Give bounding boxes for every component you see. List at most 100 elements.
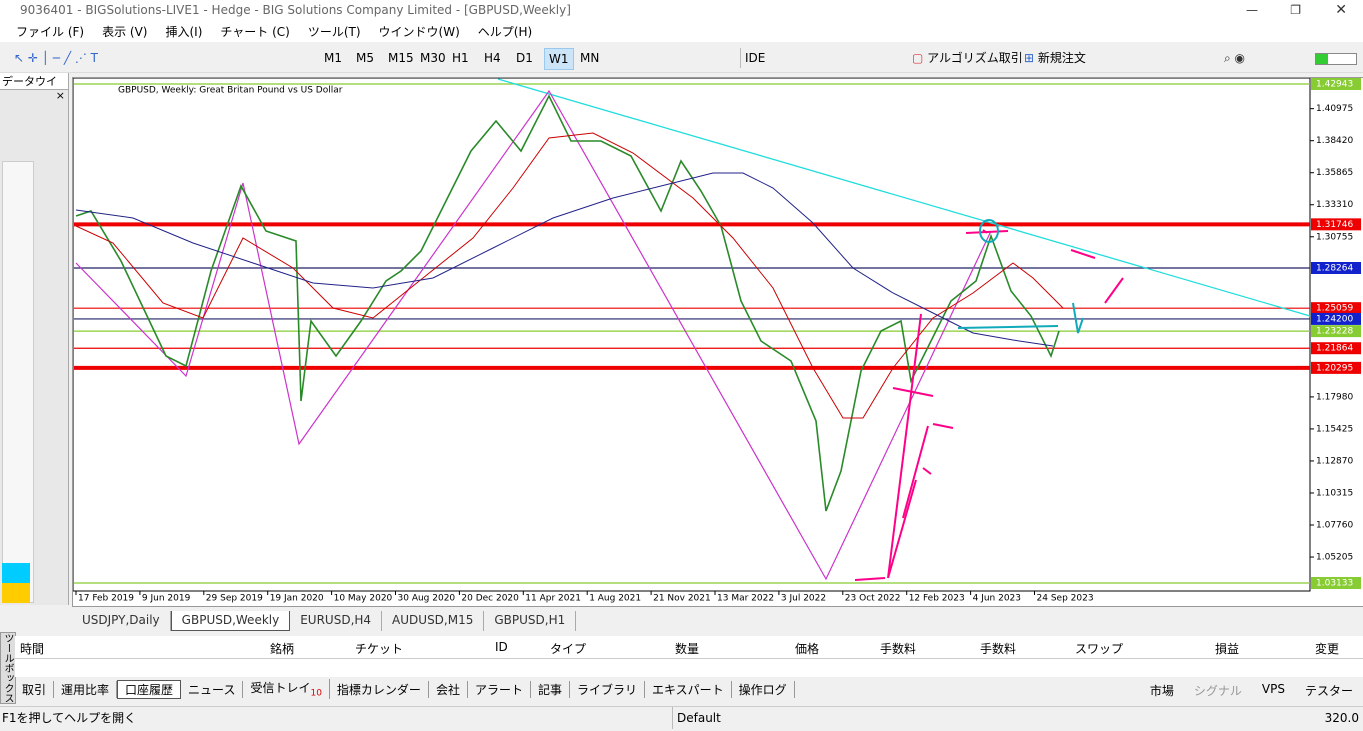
column-header[interactable]: 銘柄	[270, 642, 295, 656]
price-box	[1311, 325, 1361, 338]
date-label: 13 Mar 2022	[717, 594, 774, 604]
right-tab[interactable]: VPS	[1261, 682, 1285, 696]
status-speed: 320.0	[1324, 711, 1359, 725]
right-tab[interactable]: シグナル	[1193, 684, 1242, 698]
column-header[interactable]: 数量	[675, 642, 700, 656]
date-label: 9 Jun 2019	[142, 594, 191, 604]
timeframe-button[interactable]: M30	[420, 51, 446, 65]
toolbox-tab[interactable]: 受信トレイ10	[243, 679, 330, 699]
tab-label: ニュース	[188, 682, 236, 697]
status-bar: F1を押してヘルプを開く Default 320.0	[0, 706, 1363, 731]
color-swatch[interactable]	[2, 563, 30, 603]
plot-area	[73, 78, 1311, 592]
blue-marks	[957, 302, 1084, 334]
toolbox-tab[interactable]: アラート	[468, 680, 531, 698]
toolbox-tab[interactable]: エキスパート	[645, 680, 732, 698]
toolbox-tab[interactable]: 運用比率	[54, 680, 118, 698]
toolbar: IDE ▢ アルゴリズム取引 ⊞ 新規注文 ↖ ✛ │ ─ ╱ ⋰ T ⌕ ◉ …	[0, 44, 1363, 73]
price-label: 1.31746	[1316, 220, 1353, 230]
toolbox-tab[interactable]: 取引	[15, 680, 55, 698]
column-header[interactable]: 価格	[795, 642, 820, 656]
menu-item[interactable]: ツール(T)	[307, 24, 361, 39]
column-header[interactable]: 変更	[1315, 642, 1340, 656]
toolbox-tab[interactable]: 口座履歴	[117, 679, 182, 699]
menu-item[interactable]: ファイル (F)	[16, 24, 85, 39]
chart-tab[interactable]: EURUSD,H4	[290, 611, 383, 631]
price-label: 1.28264	[1316, 263, 1353, 273]
price-label: 1.10315	[1316, 488, 1353, 498]
algo-trading-button[interactable]: ▢ アルゴリズム取引	[912, 51, 1023, 65]
chart-tab[interactable]: GBPUSD,Weekly	[170, 611, 291, 631]
right-tab[interactable]: テスター	[1304, 684, 1353, 698]
price-label: 1.30755	[1316, 232, 1353, 242]
column-header[interactable]: タイプ	[550, 642, 587, 656]
date-label: 11 Apr 2021	[525, 594, 581, 604]
price-label: 1.35865	[1316, 168, 1353, 178]
menu-bar: ファイル (F) 表示 (V) 挿入(I) チャート (C) ツール(T) ウインドウ(W…	[0, 20, 1363, 42]
timeframe-button[interactable]: D1	[516, 51, 533, 65]
tab-label: 記事	[537, 682, 562, 697]
ide-button[interactable]: IDE	[740, 48, 769, 68]
ma-slow	[75, 172, 1054, 347]
toolbox-tab[interactable]: ライブラリ	[570, 680, 645, 698]
right-tab[interactable]: 市場	[1149, 684, 1174, 698]
menu-item[interactable]: 表示 (V)	[102, 24, 148, 39]
timeframe-button[interactable]: M15	[388, 51, 414, 65]
toolbox-body	[15, 659, 1363, 677]
price-label: 1.23228	[1316, 327, 1353, 337]
price-label: 1.38420	[1316, 136, 1353, 146]
new-order-button[interactable]: ⊞ 新規注文	[1024, 51, 1086, 65]
minimize[interactable]: —	[1246, 3, 1258, 17]
price-label: 1.24200	[1316, 314, 1353, 324]
column-header[interactable]: ID	[495, 640, 508, 654]
price-box	[1311, 361, 1361, 374]
timeframe-button[interactable]: M1	[324, 51, 342, 65]
toolbox-tab[interactable]: 操作ログ	[732, 680, 795, 698]
column-header[interactable]: 時間	[20, 642, 45, 656]
date-label: 17 Feb 2019	[78, 594, 134, 604]
price-label: 1.17980	[1316, 392, 1353, 402]
menu-item[interactable]: 挿入(I)	[165, 24, 203, 39]
date-label: 24 Sep 2023	[1037, 594, 1094, 604]
toolbox-tab[interactable]: 会社	[429, 680, 468, 698]
new-order-label: 新規注文	[1037, 51, 1086, 65]
data-window-title: データウイ	[2, 75, 57, 88]
column-header[interactable]: 損益	[1215, 642, 1240, 656]
menu-item[interactable]: ウインドウ(W)	[378, 24, 460, 39]
column-header[interactable]: 手数料	[980, 642, 1017, 656]
tab-label: 会社	[435, 682, 460, 697]
close[interactable]: ✕	[1335, 2, 1347, 18]
timeframe-button[interactable]: H4	[484, 51, 501, 65]
title-bar: 9036401 - BIGSolutions-LIVE1 - Hedge - B…	[0, 0, 1363, 20]
timeframe-button[interactable]: M5	[356, 51, 374, 65]
chart-tab[interactable]: GBPUSD,H1	[484, 611, 577, 631]
date-label: 30 Aug 2020	[398, 594, 456, 604]
date-label: 29 Sep 2019	[206, 594, 263, 604]
maximize[interactable]: ❐	[1290, 3, 1301, 17]
toolbox-side: ツールボックス	[0, 632, 16, 704]
menu-item[interactable]: ヘルプ(H)	[477, 24, 533, 39]
cursor-tool[interactable]: ↖ ✛ │ ─ ╱ ⋰ T	[14, 51, 98, 65]
column-header[interactable]: スワップ	[1075, 642, 1124, 656]
toolbox-tab[interactable]: 記事	[531, 680, 570, 698]
search[interactable]: ⌕ ◉	[1224, 51, 1246, 65]
menu-item[interactable]: チャート (C)	[220, 24, 290, 39]
toolbox-tab[interactable]: ニュース	[181, 680, 244, 698]
toolbox-right-tabs: 市場 シグナル VPS テスター	[1150, 682, 1353, 699]
chart-tab[interactable]: AUDUSD,M15	[382, 611, 485, 631]
chart-tab[interactable]: USDJPY,Daily	[72, 611, 171, 631]
drawing-tools	[2, 161, 34, 603]
tab-label: 指標カレンダー	[336, 682, 421, 697]
toolbox-tab[interactable]: 指標カレンダー	[330, 680, 429, 698]
timeframe-button[interactable]: W1	[544, 48, 574, 70]
column-header[interactable]: チケット	[355, 642, 404, 656]
timeframe-button[interactable]: H1	[452, 51, 469, 65]
timeframe-button[interactable]: MN	[580, 51, 600, 65]
annotation-marks	[965, 229, 1124, 304]
date-label: 12 Feb 2023	[909, 594, 965, 604]
price-label: 1.05205	[1316, 553, 1353, 563]
trendline	[497, 78, 1311, 317]
annotations	[854, 229, 1124, 581]
column-header[interactable]: 手数料	[880, 642, 917, 656]
